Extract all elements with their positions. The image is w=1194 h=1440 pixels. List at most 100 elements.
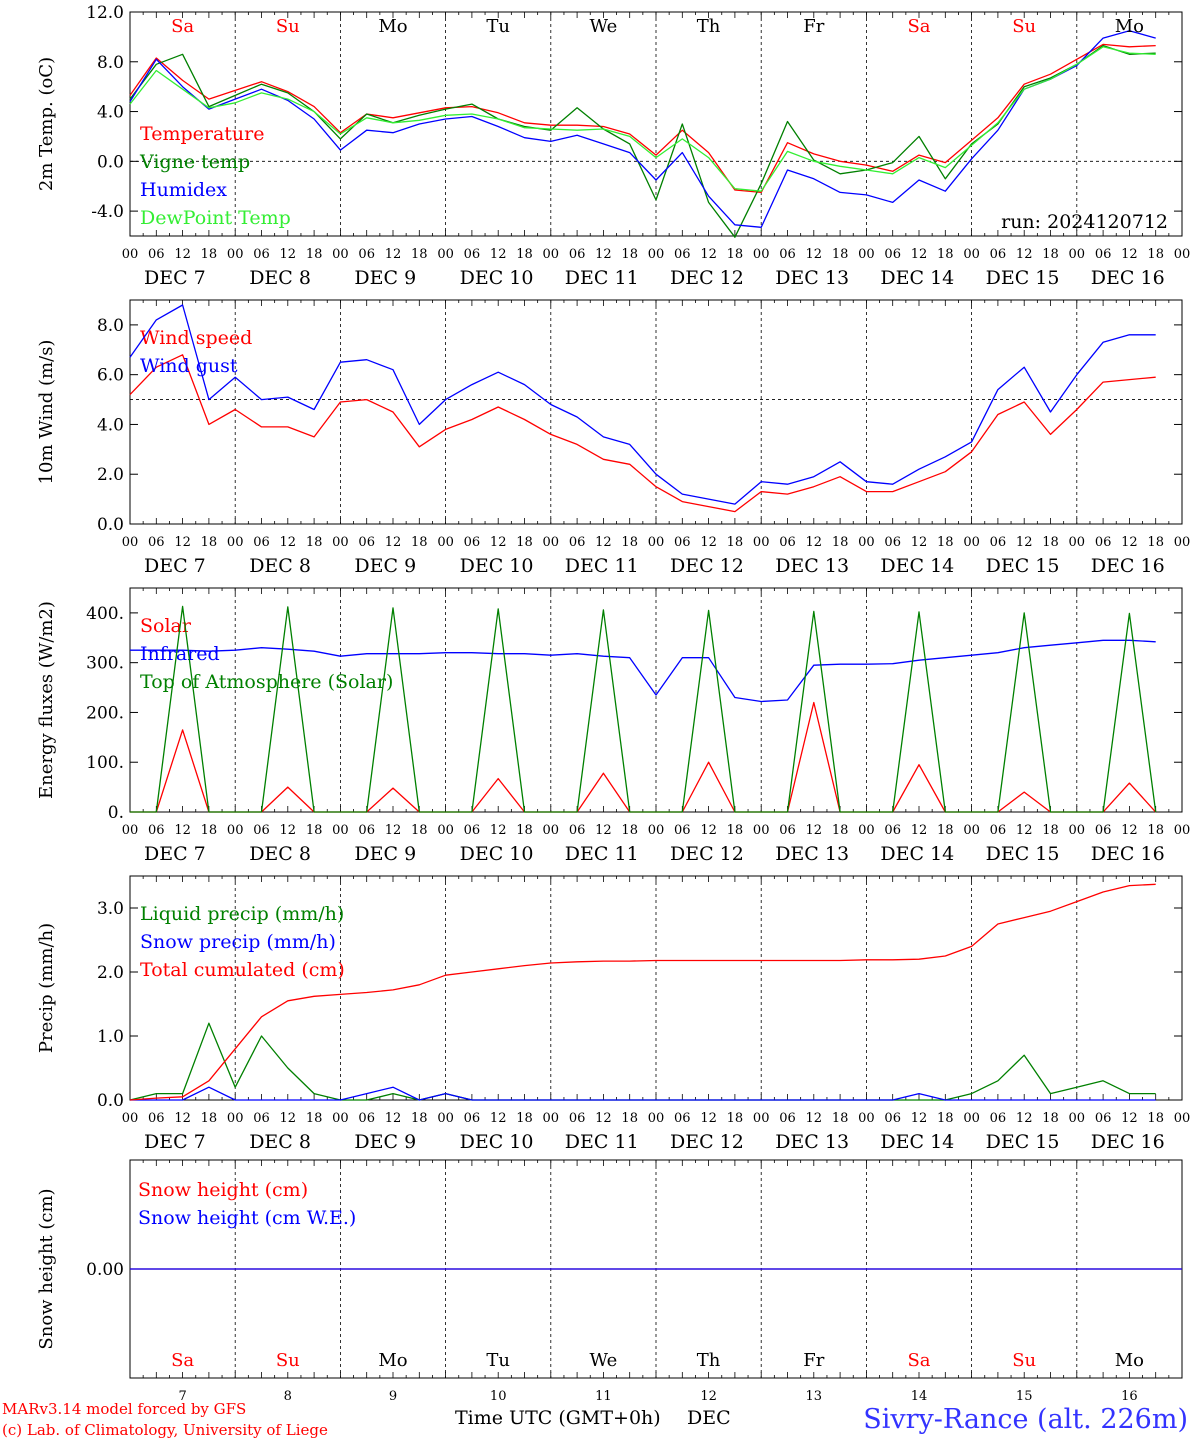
weekday-label: Fr [803,1350,824,1371]
ytick-label: 300. [86,654,124,674]
hour-tick-label: 06 [674,1111,691,1126]
hour-tick-label: 06 [884,1111,901,1126]
date-label: DEC 13 [775,267,849,289]
hour-tick-label: 18 [937,823,954,838]
ytick-label: 0.0 [97,515,124,535]
hour-tick-label: 18 [516,823,533,838]
date-label: DEC 15 [986,843,1060,865]
ytick-label: 2.0 [97,465,124,485]
hour-tick-label: 06 [358,535,375,550]
hour-tick-label: 12 [280,823,297,838]
hour-tick-label: 00 [753,1111,770,1126]
hour-tick-label: 00 [963,1111,980,1126]
model-credit: MARv3.14 model forced by GFS [2,1400,246,1418]
legend-label: Liquid precip (mm/h) [140,903,344,925]
hour-tick-label: 00 [753,823,770,838]
hour-tick-label: 12 [385,1111,402,1126]
series-line [129,43,1156,194]
date-label: DEC 9 [354,267,416,289]
hour-tick-label: 00 [543,535,560,550]
hour-tick-label: 06 [148,823,165,838]
hour-tick-label: 00 [437,247,454,262]
date-label: DEC 12 [670,843,744,865]
hour-tick-label: 06 [148,1111,165,1126]
date-label: DEC 7 [144,555,206,577]
date-label: DEC 14 [880,267,954,289]
ytick-label: 12.0 [86,3,124,23]
hour-tick-label: 06 [674,535,691,550]
hour-tick-label: 12 [280,535,297,550]
hour-tick-label: 00 [543,823,560,838]
legend-label: Total cumulated (cm) [140,959,345,981]
weekday-label: Th [697,16,721,37]
ytick-label: 0.00 [86,1260,124,1280]
hour-tick-label: 18 [727,1111,744,1126]
hour-tick-label: 06 [1095,247,1112,262]
hour-tick-label: 12 [595,247,612,262]
date-label: DEC 10 [460,843,534,865]
hour-tick-label: 00 [122,1111,139,1126]
ytick-label: 100. [86,753,124,773]
date-label: DEC 16 [1091,1131,1165,1153]
hour-tick-label: 18 [727,247,744,262]
hour-tick-label: 06 [1095,535,1112,550]
weekday-label: Sa [907,16,930,37]
hour-tick-label: 12 [806,1111,823,1126]
hour-tick-label: 18 [411,247,428,262]
hour-tick-label: 18 [306,535,323,550]
yaxis-label: 10m Wind (m/s) [36,340,57,485]
hour-tick-label: 18 [1147,823,1164,838]
hour-tick-label: 18 [516,535,533,550]
weekday-label: Mo [378,16,407,37]
hour-tick-label: 12 [911,535,928,550]
date-label: DEC 11 [565,267,639,289]
hour-tick-label: 00 [1069,535,1086,550]
hour-tick-label: 18 [411,823,428,838]
hour-tick-label: 00 [648,823,665,838]
ytick-label: 4.0 [97,103,124,123]
date-label: DEC 14 [880,843,954,865]
hour-tick-label: 06 [884,823,901,838]
hour-tick-label: 12 [911,1111,928,1126]
date-label: DEC 10 [460,267,534,289]
hour-tick-label: 18 [832,247,849,262]
hour-tick-label: 06 [884,535,901,550]
date-label: DEC 7 [144,267,206,289]
hour-tick-label: 06 [990,1111,1007,1126]
hour-tick-label: 06 [569,535,586,550]
hour-tick-label: 12 [911,823,928,838]
ytick-label: -4.0 [91,202,124,222]
series-line [129,46,1156,192]
hour-tick-label: 06 [464,823,481,838]
date-label: DEC 16 [1091,843,1165,865]
hour-tick-label: 12 [595,1111,612,1126]
hour-tick-label: 18 [201,823,218,838]
hour-tick-label: 06 [1095,1111,1112,1126]
weekday-label: Mo [378,1350,407,1371]
series-line [130,605,1157,813]
ytick-label: 0. [108,803,124,823]
weekday-label: Su [1012,16,1036,37]
hour-tick-label: 12 [1121,535,1138,550]
hour-tick-label: 00 [227,247,244,262]
panel-5: 0.00 Snow height (cm) Snow height (cm) Snow… [36,1159,1183,1404]
date-label: DEC 10 [460,555,534,577]
date-label: DEC 15 [986,555,1060,577]
series-line [129,30,1156,228]
hour-tick-label: 06 [779,535,796,550]
hour-tick-label: 18 [937,1111,954,1126]
hour-tick-label: 00 [437,535,454,550]
weekday-label: We [590,1350,618,1371]
ytick-label: 8.0 [97,316,124,336]
hour-tick-label: 00 [963,247,980,262]
hour-tick-label: 12 [280,247,297,262]
hour-tick-label: 00 [648,535,665,550]
yaxis-label: Energy fluxes (W/m2) [36,601,57,799]
legend-label: Wind speed [140,327,252,349]
hour-tick-label: 00 [753,535,770,550]
hour-tick-label: 06 [990,247,1007,262]
hour-tick-label: 18 [306,1111,323,1126]
date-label: DEC 7 [144,843,206,865]
hour-tick-label: 00 [1174,1111,1191,1126]
